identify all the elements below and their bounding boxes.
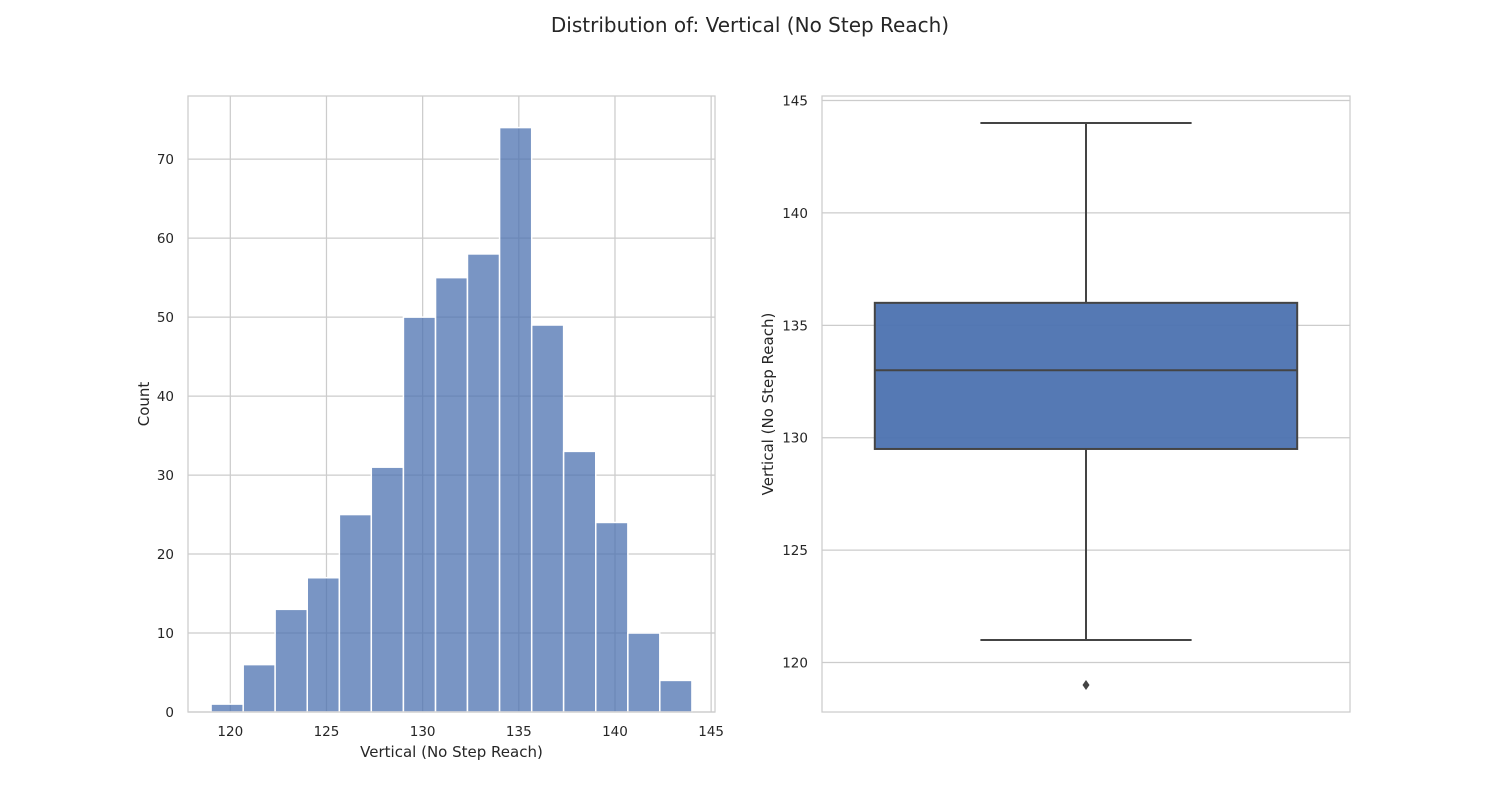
histogram-y-axis-label: Count [135,382,153,427]
histogram-bar [530,324,565,713]
histogram-bar [434,276,469,713]
histogram-y-tick-label: 0 [165,705,174,721]
histogram-chart: 120 125 130 135 140 145 0 10 20 30 40 50 60 70 Verti… [135,95,724,761]
histogram-bar [306,576,341,713]
boxplot-y-tick-label: 120 [782,656,808,672]
histogram-y-tick-label: 40 [157,389,174,405]
histogram-bar [274,608,308,713]
boxplot-y-tick-label: 125 [782,543,808,559]
boxplot-box [873,301,1299,450]
histogram-bar [338,513,373,713]
boxplot-y-tick-labels: 120 125 130 135 140 145 [782,93,808,671]
histogram-x-tick-labels: 120 125 130 135 140 145 [217,724,724,740]
histogram-y-tick-label: 70 [157,152,174,168]
histogram-bar [627,632,661,713]
histogram-y-tick-label: 10 [157,626,174,642]
boxplot-y-axis-label: Vertical (No Step Reach) [759,313,777,496]
histogram-bar [242,663,276,713]
boxplot-frame [821,95,1351,713]
histogram-x-tick-label: 140 [602,724,628,740]
histogram-bar [595,521,629,713]
histogram-bar [562,450,597,713]
boxplot-y-tick-label: 135 [782,318,808,334]
boxplot-y-tick-label: 140 [782,206,808,222]
histogram-x-tick-label: 145 [698,724,724,740]
histogram-bar [402,316,437,713]
boxplot-chart: 120 125 130 135 140 145 Vertical (No Step Rea… [759,93,1351,713]
boxplot-outlier-point [1082,680,1090,691]
histogram-y-tick-label: 60 [157,231,174,247]
histogram-bar [659,679,693,713]
boxplot-y-tick-label: 145 [782,93,808,109]
histogram-y-tick-label: 50 [157,310,174,326]
boxplot-marks [873,121,1299,691]
figure-title: Distribution of: Vertical (No Step Reach… [551,13,949,37]
histogram-y-tick-labels: 0 10 20 30 40 50 60 70 [157,152,174,721]
histogram-bar [498,126,533,713]
histogram-y-tick-label: 20 [157,547,174,563]
histogram-x-tick-label: 120 [217,724,243,740]
histogram-frame [187,95,716,713]
histogram-y-tick-label: 30 [157,468,174,484]
histogram-x-tick-label: 135 [506,724,532,740]
histogram-bar [210,703,244,713]
histogram-x-tick-label: 125 [314,724,340,740]
boxplot-y-tick-label: 130 [782,431,808,447]
histogram-x-tick-label: 130 [410,724,436,740]
histogram-bar [370,466,405,713]
histogram-bar [466,253,501,713]
histogram-x-axis-label: Vertical (No Step Reach) [360,743,543,761]
